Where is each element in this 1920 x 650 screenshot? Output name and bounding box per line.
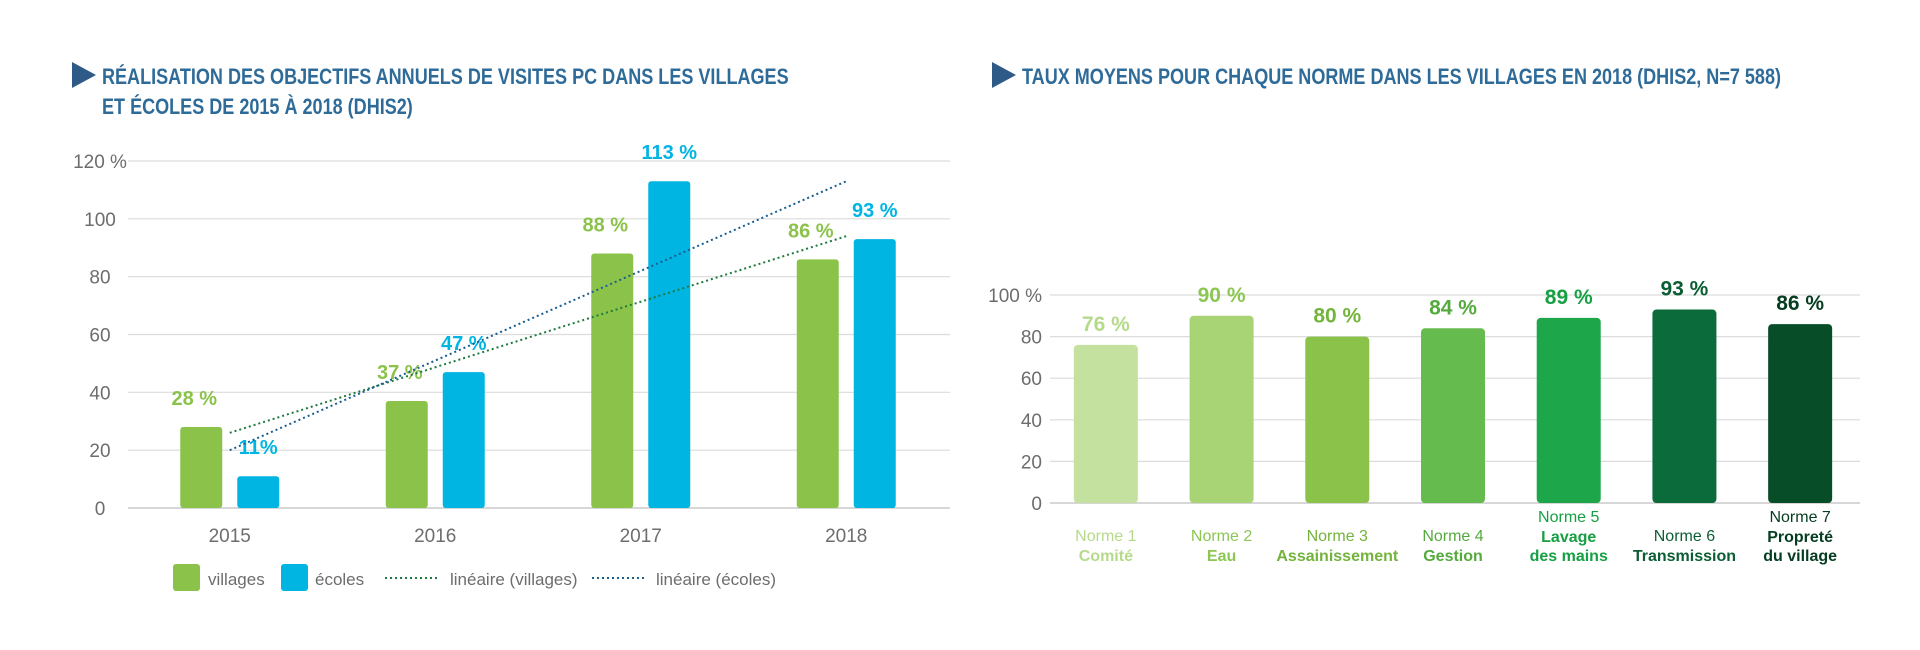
left-bar-chart: 0 20 40 60 80 100 120 % 2015 28 % 11% 2016 37 % 47 %…	[73, 142, 950, 591]
x-tick-label: 2017	[620, 526, 662, 547]
data-label: 28 %	[171, 388, 217, 410]
x-category-name: Eau	[1207, 548, 1236, 565]
data-label: 47 %	[441, 333, 487, 355]
x-category-name: des mains	[1530, 548, 1608, 565]
data-label: 80 %	[1313, 305, 1361, 328]
x-category-name: Propreté	[1767, 529, 1833, 546]
x-tick-label: 2018	[825, 526, 867, 547]
data-label: 76 %	[1082, 313, 1130, 336]
right-bar-chart: 0 20 40 60 80 100 % 76 % Norme 1 Comité 90 % Norme…	[988, 278, 1860, 565]
right-title: TAUX MOYENS POUR CHAQUE NORME DANS LES V…	[1022, 64, 1782, 89]
bar-villages	[796, 259, 839, 508]
x-category-name: Lavage	[1541, 529, 1596, 546]
x-category-name: Transmission	[1633, 548, 1736, 565]
y-tick-label: 80	[1021, 328, 1042, 349]
x-category-norm: Norme 2	[1191, 528, 1252, 545]
x-category-name: Assainissement	[1276, 548, 1399, 565]
data-label: 113 %	[641, 142, 697, 164]
legend-label: villages	[208, 570, 265, 589]
x-tick-label: 2015	[209, 526, 251, 547]
data-label: 90 %	[1198, 284, 1246, 307]
left-title-line1: RÉALISATION DES OBJECTIFS ANNUELS DE VIS…	[102, 64, 789, 89]
data-label: 86 %	[788, 220, 834, 242]
x-tick-label: 2016	[414, 526, 456, 547]
y-tick-label: 0	[95, 499, 106, 520]
title-arrow-icon	[992, 62, 1016, 88]
right-chart-panel: TAUX MOYENS POUR CHAQUE NORME DANS LES V…	[960, 0, 1920, 650]
bar-écoles	[648, 181, 691, 508]
bar-villages	[385, 401, 428, 508]
x-category-norm: Norme 5	[1538, 509, 1599, 526]
x-category-norm: Norme 3	[1307, 528, 1368, 545]
y-tick-label: 60	[89, 326, 110, 347]
legend-swatch-ecoles	[281, 564, 308, 591]
bar-norme	[1305, 336, 1370, 503]
left-title-line2: ET ÉCOLES DE 2015 À 2018 (DHIS2)	[102, 94, 413, 119]
left-chart-title: RÉALISATION DES OBJECTIFS ANNUELS DE VIS…	[72, 62, 939, 122]
y-tick-label: 40	[1021, 411, 1042, 432]
x-category-name: Comité	[1079, 548, 1133, 565]
legend-swatch-villages	[173, 564, 200, 591]
right-chart-title: TAUX MOYENS POUR CHAQUE NORME DANS LES V…	[992, 62, 1920, 92]
data-label: 11%	[239, 437, 278, 459]
data-label: 84 %	[1429, 296, 1477, 319]
x-category-norm: Norme 7	[1769, 509, 1830, 526]
title-arrow-icon	[72, 62, 96, 88]
bar-norme	[1073, 344, 1138, 503]
bar-écoles	[442, 372, 485, 508]
y-tick-label: 100	[84, 210, 116, 231]
bar-norme	[1652, 309, 1717, 503]
data-label: 89 %	[1545, 286, 1593, 309]
bar-norme	[1189, 315, 1254, 503]
y-tick-label: 100 %	[988, 286, 1042, 307]
bar-norme	[1536, 317, 1601, 503]
y-tick-label: 20	[1021, 452, 1042, 473]
bar-norme	[1421, 328, 1485, 503]
data-label: 88 %	[582, 215, 628, 237]
bar-villages	[591, 253, 634, 508]
x-category-name: Gestion	[1423, 548, 1483, 565]
legend-label: écoles	[315, 570, 364, 589]
y-tick-label: 60	[1021, 369, 1042, 390]
trendline	[229, 180, 847, 452]
y-tick-label: 40	[89, 383, 110, 404]
legend-label: linéaire (écoles)	[656, 570, 776, 589]
x-category-norm: Norme 1	[1075, 528, 1136, 545]
data-label: 93 %	[1660, 278, 1708, 301]
data-label: 86 %	[1776, 292, 1824, 315]
x-category-norm: Norme 4	[1422, 528, 1483, 545]
y-tick-label: 120 %	[73, 152, 127, 173]
legend-label: linéaire (villages)	[450, 570, 578, 589]
y-tick-label: 20	[89, 441, 110, 462]
bar-écoles	[853, 239, 896, 508]
data-label: 37 %	[377, 362, 423, 384]
left-chart-panel: RÉALISATION DES OBJECTIFS ANNUELS DE VIS…	[72, 62, 950, 591]
x-category-norm: Norme 6	[1654, 528, 1715, 545]
x-category-name: du village	[1763, 548, 1837, 565]
data-label: 93 %	[852, 200, 898, 222]
bar-écoles	[237, 476, 280, 508]
y-tick-label: 0	[1031, 494, 1042, 515]
bar-norme	[1768, 324, 1833, 503]
bar-villages	[180, 427, 223, 508]
y-tick-label: 80	[89, 268, 110, 289]
